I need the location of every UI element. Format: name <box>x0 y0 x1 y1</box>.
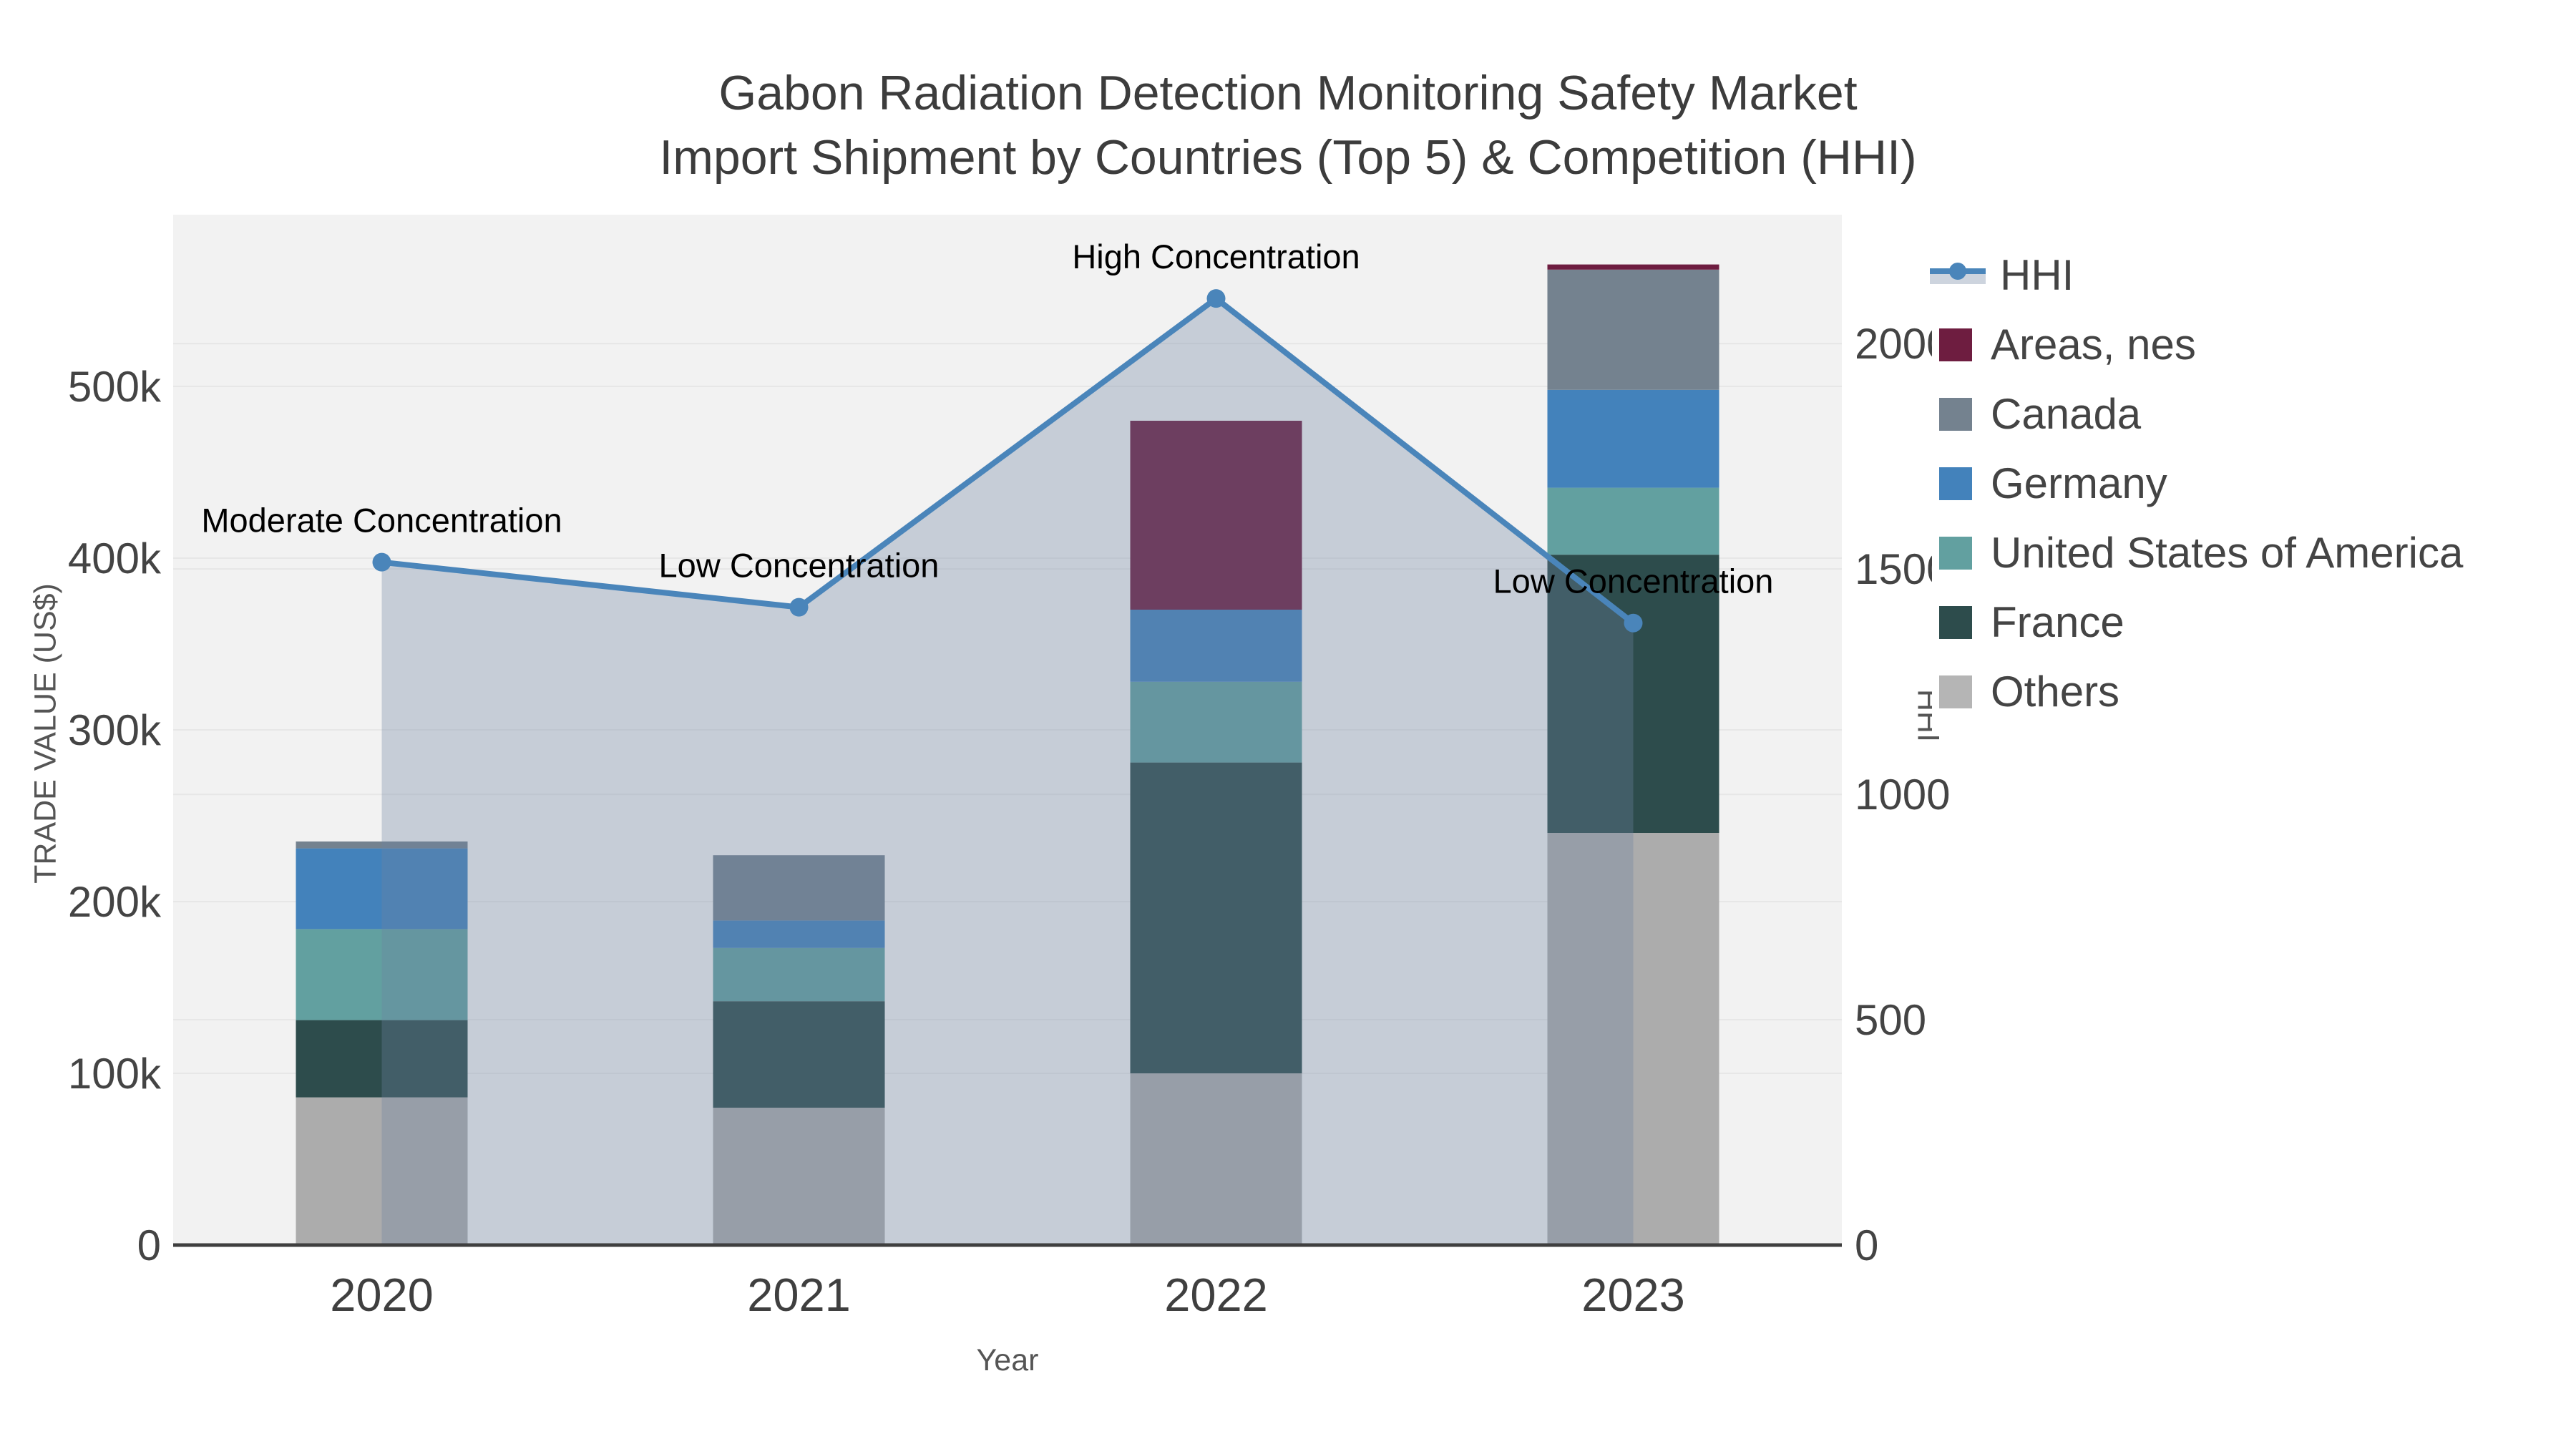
chart-title-line1: Gabon Radiation Detection Monitoring Saf… <box>718 66 1858 120</box>
legend-item-areas-nes[interactable]: Areas, nes <box>1939 310 2463 379</box>
legend-label-others: Others <box>1991 667 2120 716</box>
x-tick-label: 2020 <box>330 1269 434 1321</box>
annotation-label: Low Concentration <box>659 547 940 585</box>
legend-item-france[interactable]: France <box>1939 587 2463 657</box>
bar-segment-others-2021[interactable] <box>713 1108 885 1245</box>
legend-item-germany[interactable]: Germany <box>1939 449 2463 518</box>
x-tick-label: 2021 <box>747 1269 851 1321</box>
y-left-tick-label: 300k <box>68 706 162 754</box>
hhi-line-sample-icon <box>1930 262 1986 284</box>
legend-item-canada[interactable]: Canada <box>1939 379 2463 449</box>
y-left-tick-label: 400k <box>68 535 162 582</box>
y-left-tick-label: 500k <box>68 363 162 411</box>
y-right-tick-label: 1000 <box>1855 771 1950 819</box>
hhi-marker-2023[interactable] <box>1624 613 1643 633</box>
hhi-marker-2020[interactable] <box>372 552 391 572</box>
annotation-label: Low Concentration <box>1493 562 1774 600</box>
bar-segment-germany-2023[interactable] <box>1547 389 1719 488</box>
x-tick-label: 2022 <box>1164 1269 1268 1321</box>
y-right-tick-label: 0 <box>1855 1221 1878 1269</box>
bar-segment-canada-2023[interactable] <box>1547 269 1719 390</box>
annotation-label: High Concentration <box>1072 238 1360 275</box>
legend-swatch-germany <box>1939 467 1972 500</box>
hhi-marker-2022[interactable] <box>1206 289 1226 308</box>
legend-label-france: France <box>1991 597 2124 646</box>
bar-segment-united-states-of-america-2023[interactable] <box>1547 487 1719 555</box>
legend-swatch-areas-nes <box>1939 328 1972 361</box>
legend-item-others[interactable]: Others <box>1939 657 2463 726</box>
y-left-tick-label: 100k <box>68 1050 162 1098</box>
legend-swatch-france <box>1939 605 1972 639</box>
bar-segment-united-states-of-america-2021[interactable] <box>713 947 885 1002</box>
bar-segment-areas-nes-2023[interactable] <box>1547 264 1719 270</box>
bar-segment-others-2022[interactable] <box>1130 1073 1302 1245</box>
legend-swatch-united-states-of-america <box>1939 536 1972 570</box>
hhi-area-fill <box>381 298 1634 1246</box>
bar-segment-france-2021[interactable] <box>713 1001 885 1108</box>
legend-label-canada: Canada <box>1991 389 2142 438</box>
bar-segment-united-states-of-america-2022[interactable] <box>1130 681 1302 763</box>
bar-segment-others-2020[interactable] <box>296 1097 468 1245</box>
y-right-tick-label: 500 <box>1855 996 1926 1044</box>
legend-label-united-states-of-america: United States of America <box>1991 528 2464 577</box>
annotation-label: Moderate Concentration <box>201 502 562 540</box>
x-axis-title: Year <box>976 1343 1039 1377</box>
y-left-tick-label: 200k <box>68 878 162 926</box>
bar-segment-france-2023[interactable] <box>1547 555 1719 833</box>
bar-segment-france-2020[interactable] <box>296 1020 468 1098</box>
bar-segment-germany-2020[interactable] <box>296 848 468 930</box>
bar-segment-france-2022[interactable] <box>1130 762 1302 1073</box>
legend-label-areas-nes: Areas, nes <box>1991 320 2196 369</box>
legend-swatch-others <box>1939 675 1972 708</box>
legend-label-germany: Germany <box>1991 459 2167 507</box>
legend-item-united-states-of-america[interactable]: United States of America <box>1939 518 2463 587</box>
bar-segment-united-states-of-america-2020[interactable] <box>296 929 468 1020</box>
bar-segment-others-2023[interactable] <box>1547 833 1719 1245</box>
bar-segment-areas-nes-2022[interactable] <box>1130 421 1302 610</box>
y-left-tick-label: 0 <box>137 1221 161 1269</box>
legend-swatch-canada <box>1939 397 1972 431</box>
bar-segment-germany-2021[interactable] <box>713 920 885 948</box>
x-tick-label: 2023 <box>1581 1269 1685 1321</box>
hhi-marker-2021[interactable] <box>789 597 809 617</box>
y-left-axis-title: TRADE VALUE (US$) <box>28 583 63 884</box>
bar-segment-germany-2022[interactable] <box>1130 610 1302 682</box>
bar-segment-canada-2020[interactable] <box>296 841 468 849</box>
hhi-line <box>381 295 1635 625</box>
legend: HHI Areas, nes Canada Germany United States … <box>1930 236 2482 733</box>
legend-item-hhi[interactable]: HHI <box>1930 240 2463 310</box>
legend-label-hhi: HHI <box>2000 250 2074 299</box>
chart-title-line2: Import Shipment by Countries (Top 5) & C… <box>659 130 1917 185</box>
bar-segment-canada-2021[interactable] <box>713 855 885 921</box>
